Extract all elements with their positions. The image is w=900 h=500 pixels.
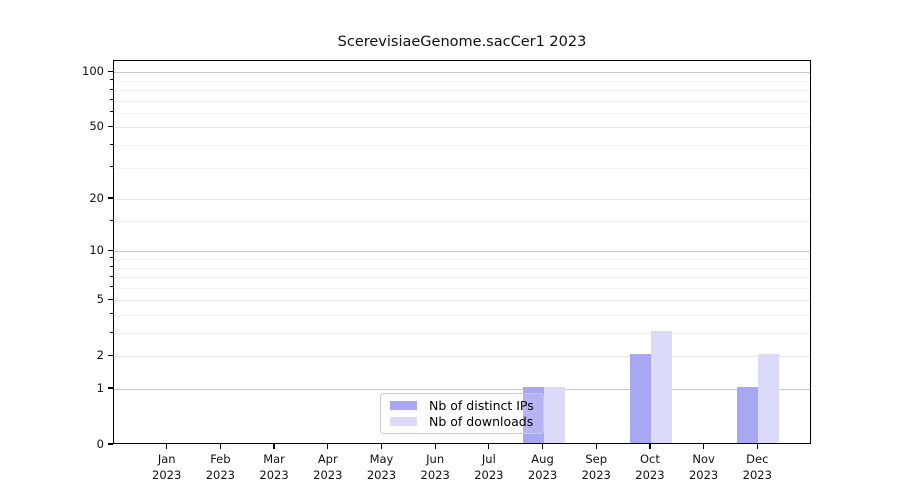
x-tick-label-feb: Feb 2023: [205, 452, 236, 482]
gridline-y-80: [114, 90, 810, 91]
legend-swatch-downloads: [390, 417, 417, 427]
y-tick-5: [108, 298, 113, 300]
x-tick-may: [380, 444, 383, 449]
legend: Nb of distinct IPs Nb of downloads: [380, 393, 544, 434]
bar-downloads-oct: [650, 331, 672, 443]
bar-distinct-ips-dec: [737, 387, 759, 443]
y-minor-tick-8: [110, 266, 113, 267]
gridline-y-20: [114, 199, 810, 201]
gridline-y-6: [114, 287, 810, 289]
x-tick-label-sep: Sep 2023: [581, 452, 611, 482]
y-minor-tick-60: [110, 111, 113, 113]
y-minor-tick-90: [110, 79, 113, 81]
x-tick-label-dec: Dec 2023: [742, 452, 772, 482]
y-minor-tick-4: [110, 313, 113, 315]
x-tick-oct: [649, 444, 651, 449]
legend-item-distinct-ips: Nb of distinct IPs: [390, 398, 534, 413]
y-tick-20: [108, 197, 113, 199]
gridline-y-5: [114, 300, 810, 302]
x-tick-label-jul: Jul 2023: [474, 452, 504, 482]
x-tick-apr: [327, 444, 329, 449]
gridline-y-50: [114, 127, 810, 129]
x-tick-label-oct: Oct 2023: [635, 452, 665, 482]
bar-downloads-dec: [758, 354, 780, 443]
x-tick-label-may: May 2023: [366, 452, 397, 482]
legend-label-distinct-ips: Nb of distinct IPs: [429, 397, 534, 413]
y-minor-tick-9: [110, 257, 113, 259]
gridline-y-2: [114, 356, 810, 358]
y-minor-tick-40: [110, 143, 113, 145]
gridline-y-9: [114, 259, 810, 260]
plot-area: Nb of distinct IPs Nb of downloads: [113, 60, 811, 444]
gridline-y-10: [114, 251, 810, 253]
gridline-y-7: [114, 277, 810, 278]
x-tick-label-jan: Jan 2023: [152, 452, 182, 482]
gridline-y-100: [114, 72, 810, 74]
y-minor-tick-3: [110, 331, 113, 333]
x-tick-jul: [488, 444, 490, 449]
y-minor-tick-30: [110, 166, 113, 168]
y-tick-label-50: 50: [89, 119, 104, 134]
y-tick-2: [108, 354, 113, 356]
y-minor-tick-80: [110, 88, 113, 90]
y-tick-0: [108, 443, 113, 445]
gridline-y-4: [114, 315, 810, 316]
y-tick-10: [108, 249, 113, 251]
legend-item-downloads: Nb of downloads: [390, 414, 534, 429]
y-minor-tick-15: [110, 219, 113, 221]
y-tick-100: [108, 70, 113, 72]
bar-distinct-ips-oct: [629, 354, 651, 443]
y-tick-label-1: 1: [96, 381, 104, 395]
gridline-y-70: [114, 100, 810, 102]
bar-downloads-aug: [543, 387, 565, 443]
y-tick-label-0: 0: [96, 437, 104, 451]
y-tick-label-5: 5: [96, 292, 104, 307]
x-tick-feb: [219, 444, 221, 449]
y-tick-1: [108, 387, 113, 389]
gridline-y-8: [114, 267, 810, 269]
x-tick-label-jun: Jun 2023: [420, 452, 450, 482]
gridline-y-15: [114, 221, 810, 222]
chart-title: ScerevisiaeGenome.sacCer1 2023: [337, 34, 587, 50]
x-tick-sep: [595, 444, 597, 449]
legend-label-downloads: Nb of downloads: [429, 414, 534, 430]
x-tick-jun: [434, 444, 436, 449]
y-minor-tick-6: [110, 286, 113, 288]
x-tick-mar: [273, 444, 275, 449]
y-minor-tick-70: [110, 99, 113, 101]
gridline-y-1: [114, 389, 810, 390]
x-tick-nov: [703, 444, 705, 449]
gridline-y-3: [114, 333, 810, 334]
bar-distinct-ips-aug: [522, 387, 544, 443]
gridline-y-40: [114, 145, 810, 146]
legend-swatch-distinct-ips: [390, 400, 417, 410]
y-tick-label-2: 2: [96, 348, 104, 363]
x-tick-jan: [166, 444, 168, 449]
y-tick-label-10: 10: [89, 243, 104, 258]
x-tick-label-mar: Mar 2023: [259, 452, 289, 482]
gridline-y-90: [114, 80, 810, 82]
y-minor-tick-7: [110, 275, 113, 277]
x-tick-label-apr: Apr 2023: [313, 452, 343, 482]
x-tick-label-aug: Aug 2023: [527, 452, 558, 482]
x-tick-aug: [541, 444, 544, 449]
x-tick-label-nov: Nov 2023: [688, 452, 719, 482]
x-tick-dec: [756, 444, 758, 449]
y-tick-label-20: 20: [89, 191, 104, 206]
y-tick-50: [108, 125, 113, 127]
y-tick-label-100: 100: [82, 64, 104, 79]
gridline-y-30: [114, 167, 810, 169]
gridline-y-60: [114, 112, 810, 114]
